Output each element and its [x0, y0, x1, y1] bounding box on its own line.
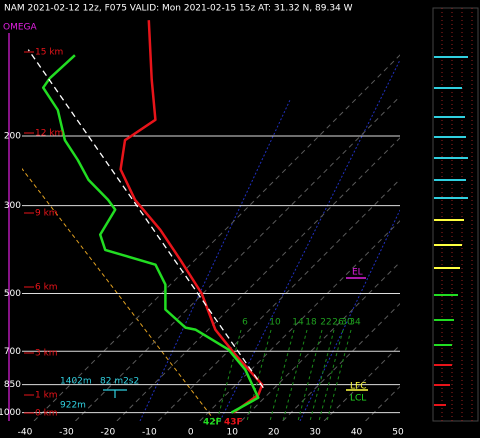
mixing-ratio-label: 10 [269, 318, 281, 328]
height-label: 0 km [35, 409, 58, 419]
label-layer: NAM 2021-02-12 12z, F075 VALID: Mon 2021… [0, 4, 404, 438]
el-label: EL [352, 268, 363, 278]
x-tick-label: -30 [59, 428, 74, 438]
mixing-ratio-line [246, 329, 272, 421]
blue-guide [139, 99, 291, 421]
mixing-ratio-line [297, 329, 323, 421]
height-label: 6 km [35, 283, 58, 293]
grid-layer [22, 54, 400, 421]
mixing-ratio-label: 34 [349, 318, 361, 328]
profile-layer [27, 20, 264, 414]
mixing-ratio-label: 14 [292, 318, 304, 328]
mixing-ratio-label: 18 [305, 318, 317, 328]
helicity-label: 82 m2s2 [100, 377, 139, 387]
height-label: 9 km [35, 209, 58, 219]
x-tick-label: 20 [268, 428, 280, 438]
mixing-ratio-line [269, 329, 295, 421]
height-label: 1 km [35, 391, 58, 401]
lfc-label: LFC [350, 382, 366, 392]
mixing-ratio-label: 6 [242, 318, 248, 328]
mixing-ratio-line [216, 329, 242, 421]
isotherm [33, 54, 400, 421]
profile-line [41, 54, 260, 414]
x-tick-label: 30 [309, 428, 321, 438]
chart-title: NAM 2021-02-12 12z, F075 VALID: Mon 2021… [4, 4, 353, 14]
x-tick-label: 10 [226, 428, 238, 438]
x-tick-label: 0 [188, 428, 194, 438]
sfc-temp-label: 43F [224, 418, 243, 428]
wind-panel [432, 7, 479, 422]
x-tick-label: -10 [142, 428, 157, 438]
profile-line [27, 49, 264, 389]
freezing-adiabat [22, 167, 216, 421]
y-tick-label: 1000 [0, 408, 21, 418]
mixing-ratio-line [282, 329, 308, 421]
x-tick-label: 40 [351, 428, 363, 438]
helicity-bracket [103, 389, 127, 398]
blue-guide [299, 209, 400, 421]
isotherm [75, 95, 400, 421]
height-label: 12 km [35, 129, 63, 139]
omega-label: OMEGA [3, 23, 38, 33]
y-tick-label: 200 [4, 131, 21, 141]
wind-panel-frame [432, 7, 479, 422]
mixing-ratio-line [318, 329, 344, 421]
wind-bars [434, 56, 468, 406]
y-tick-label: 500 [4, 289, 21, 299]
height-label: 922m [60, 401, 86, 411]
mixing-ratio-label: 30 [341, 318, 353, 328]
mixing-ratio-line [309, 329, 335, 421]
sfc-dewpoint-label: 42F [203, 418, 222, 428]
x-tick-label: 50 [392, 428, 404, 438]
mixing-ratio-label: 26 [332, 318, 344, 328]
isotherm [157, 178, 400, 421]
x-tick-label: -40 [18, 428, 33, 438]
x-tick-label: -20 [101, 428, 116, 438]
isotherm [116, 137, 400, 421]
height-label: 3 km [35, 349, 58, 359]
y-tick-label: 850 [4, 380, 21, 390]
profile-line [119, 20, 264, 414]
height-label: 1402m [60, 377, 92, 387]
y-tick-label: 700 [4, 347, 21, 357]
height-label: 15 km [35, 48, 63, 58]
mixing-ratio-line [326, 329, 352, 421]
lcl-label: LCL [350, 394, 366, 404]
y-tick-label: 300 [4, 201, 21, 211]
blue-guide [219, 59, 400, 421]
mixing-ratio-label: 22 [320, 318, 331, 328]
